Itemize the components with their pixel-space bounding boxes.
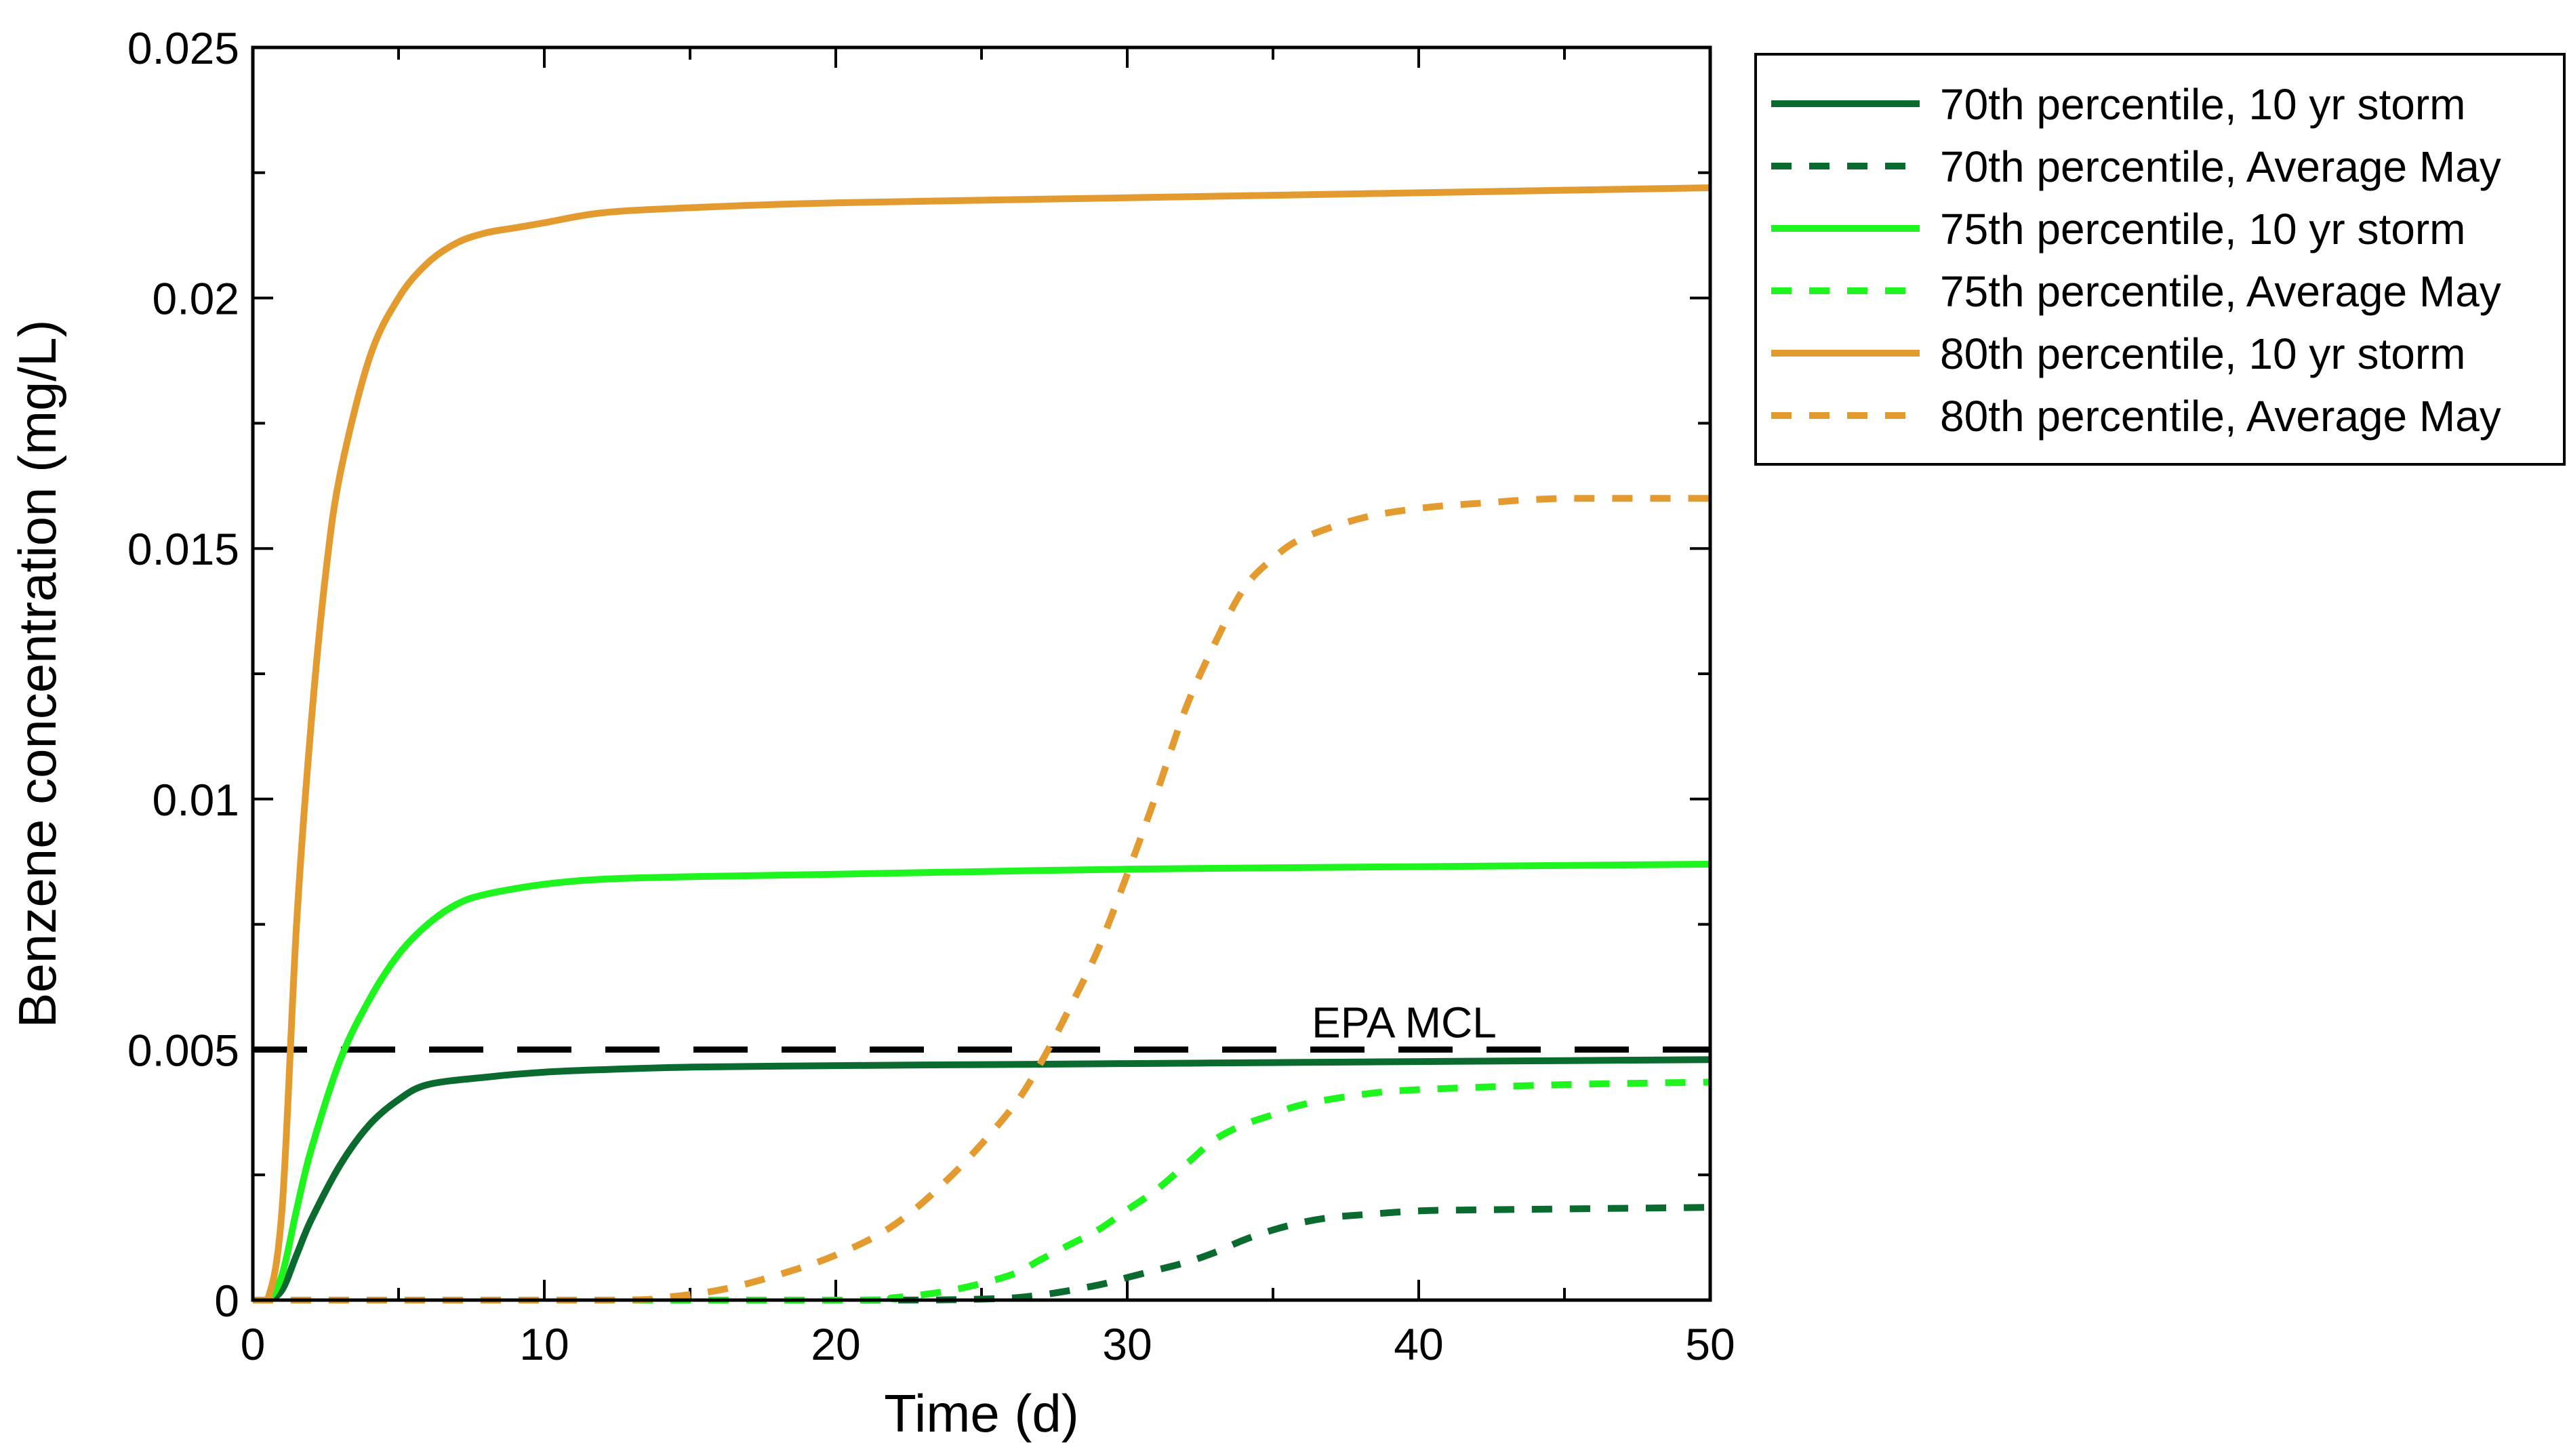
x-tick-label: 40: [1394, 1319, 1443, 1369]
legend-label: 80th percentile, Average May: [1940, 392, 2501, 441]
x-axis-label: Time (d): [884, 1383, 1078, 1443]
x-tick-label: 30: [1102, 1319, 1152, 1369]
legend-label: 70th percentile, Average May: [1940, 142, 2501, 191]
series-line-6: [252, 495, 1710, 1304]
y-tick-label: 0.025: [127, 23, 239, 73]
legend-label: 80th percentile, 10 yr storm: [1940, 329, 2465, 378]
reference-lines: EPA MCL: [253, 998, 1710, 1053]
y-axis-label: Benzene concentration (mg/L): [7, 320, 67, 1028]
legend-label: 75th percentile, Average May: [1940, 267, 2501, 316]
plot-frame: [251, 45, 1712, 1302]
series-line-4: [252, 1078, 1711, 1304]
x-tick-label: 10: [519, 1319, 569, 1369]
series-line-2: [252, 1204, 1711, 1304]
y-tick-labels: 0 0.005 0.01 0.015 0.02 0.025: [127, 23, 239, 1326]
series-line-3: [252, 860, 1711, 1303]
x-tick-label: 0: [241, 1319, 266, 1369]
series-line-1: [252, 1056, 1711, 1303]
x-tick-labels: 0 10 20 30 40 50: [241, 1319, 1735, 1369]
x-tick-label: 20: [811, 1319, 860, 1369]
y-tick-label: 0.015: [127, 524, 239, 574]
legend-label: 70th percentile, 10 yr storm: [1940, 80, 2465, 129]
legend-box: [1754, 53, 2566, 466]
y-tick-label: 0.02: [153, 274, 239, 324]
series-lines: [252, 184, 1711, 1304]
legend: 70th percentile, 10 yr storm 70th percent…: [1754, 53, 2566, 466]
legend-label: 75th percentile, 10 yr storm: [1940, 205, 2465, 254]
epa-mcl-label: EPA MCL: [1312, 998, 1497, 1047]
y-tick-label: 0.01: [153, 775, 239, 825]
series-line-5: [252, 184, 1711, 1303]
x-tick-label: 50: [1685, 1319, 1735, 1369]
y-tick-label: 0.005: [127, 1025, 239, 1075]
y-tick-label: 0: [214, 1276, 239, 1326]
